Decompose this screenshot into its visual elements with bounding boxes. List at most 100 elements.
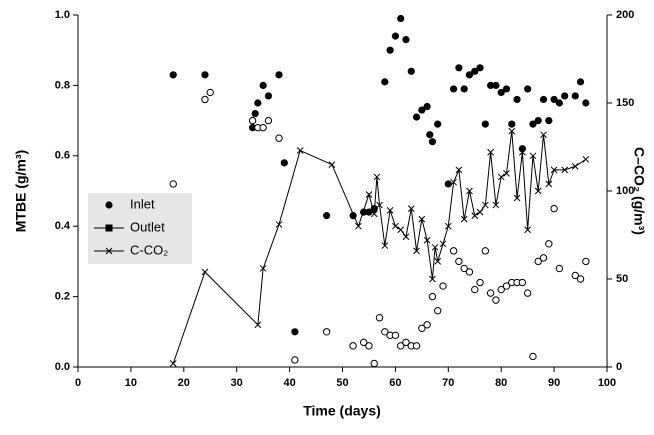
- marker: [434, 306, 442, 315]
- marker: [471, 67, 479, 75]
- marker: [413, 247, 420, 255]
- y-axis-label: MTBE (g/m³): [13, 150, 29, 232]
- marker: [431, 243, 439, 251]
- marker: [582, 155, 590, 163]
- marker: [534, 257, 542, 266]
- marker: [254, 321, 262, 329]
- marker: [418, 106, 426, 114]
- marker: [428, 138, 437, 146]
- marker: [460, 215, 468, 223]
- marker: [508, 120, 516, 128]
- y2-tick-label: 150: [616, 97, 634, 109]
- marker: [465, 71, 474, 79]
- marker: [524, 85, 532, 93]
- marker: [349, 342, 357, 350]
- marker: [582, 99, 590, 107]
- marker: [534, 117, 542, 125]
- marker: [502, 282, 511, 290]
- marker: [444, 180, 452, 188]
- marker: [381, 328, 389, 336]
- marker: [251, 109, 259, 118]
- marker: [545, 117, 553, 125]
- marker: [455, 64, 463, 72]
- marker: [423, 102, 431, 111]
- marker: [529, 152, 537, 160]
- marker: [550, 95, 558, 104]
- marker: [460, 85, 468, 93]
- marker: [259, 123, 267, 132]
- marker: [429, 275, 436, 283]
- marker: [259, 81, 267, 89]
- legend-label: Outlet: [130, 219, 165, 234]
- marker: [476, 278, 484, 287]
- marker: [550, 166, 558, 174]
- x-tick-label: 80: [495, 377, 507, 389]
- marker: [503, 170, 510, 177]
- marker: [513, 95, 521, 104]
- y-tick-label: 0.0: [55, 361, 70, 373]
- marker: [328, 161, 336, 168]
- marker: [248, 116, 257, 125]
- marker: [571, 92, 579, 100]
- marker: [497, 285, 505, 294]
- x-tick-label: 70: [442, 377, 454, 389]
- marker: [534, 187, 542, 195]
- series-line: [172, 131, 587, 364]
- marker: [582, 257, 590, 266]
- marker: [481, 247, 490, 255]
- marker: [571, 271, 579, 280]
- marker: [545, 180, 553, 188]
- marker: [365, 191, 373, 198]
- marker: [471, 285, 479, 294]
- x-tick-label: 20: [178, 377, 190, 389]
- marker: [201, 268, 209, 276]
- marker: [391, 32, 399, 40]
- marker: [275, 71, 283, 79]
- marker: [561, 166, 569, 174]
- marker: [396, 342, 405, 350]
- y-tick-label: 0.4: [55, 220, 71, 232]
- marker: [360, 208, 368, 216]
- y2-tick-label: 200: [616, 9, 634, 21]
- x-tick-label: 40: [283, 377, 295, 389]
- marker: [471, 212, 479, 219]
- marker: [105, 247, 113, 255]
- marker: [373, 173, 381, 181]
- marker: [275, 221, 283, 228]
- marker: [455, 166, 463, 174]
- marker: [465, 268, 474, 276]
- marker: [381, 78, 389, 86]
- marker: [412, 113, 421, 121]
- marker: [423, 321, 431, 329]
- marker: [355, 222, 362, 230]
- marker: [555, 264, 564, 273]
- marker: [407, 205, 415, 212]
- marker: [434, 258, 442, 265]
- y-tick-label: 1.0: [55, 9, 70, 21]
- marker: [280, 159, 288, 167]
- marker: [571, 163, 579, 170]
- marker: [105, 201, 113, 209]
- y2-tick-label: 0: [616, 361, 622, 373]
- marker: [449, 85, 458, 93]
- marker: [492, 296, 500, 304]
- x-tick-label: 50: [336, 377, 348, 389]
- marker: [523, 289, 532, 297]
- marker: [323, 212, 331, 220]
- marker: [248, 124, 257, 132]
- marker: [418, 215, 426, 223]
- marker: [365, 208, 373, 216]
- y-tick-label: 0.6: [55, 150, 70, 162]
- marker: [275, 134, 283, 142]
- marker: [412, 342, 421, 350]
- marker: [291, 328, 299, 336]
- marker: [397, 14, 405, 23]
- y2-tick-label: 50: [616, 273, 628, 285]
- marker: [455, 257, 463, 266]
- marker: [540, 131, 547, 139]
- marker: [545, 240, 553, 248]
- marker: [497, 173, 505, 181]
- marker: [439, 282, 447, 290]
- marker: [386, 207, 394, 214]
- marker: [264, 92, 273, 100]
